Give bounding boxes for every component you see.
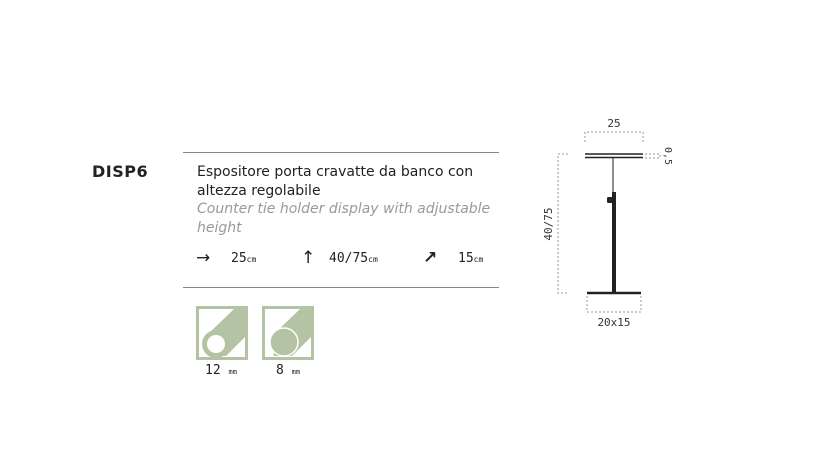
- title-italian: Espositore porta cravatte da banco con a…: [197, 164, 474, 199]
- arrow-right-icon: →: [196, 248, 211, 268]
- dimension-width: 25cm: [231, 251, 257, 266]
- tube-size-8: 8 mm: [276, 363, 301, 378]
- product-code: DISP6: [92, 162, 149, 181]
- hollow-tube-icon: [196, 306, 248, 360]
- arrow-up-icon: ↑: [301, 248, 316, 268]
- title-english: Counter tie holder display with adjustab…: [197, 201, 491, 236]
- drawing-thickness: 0,5: [662, 147, 673, 165]
- tube-size-12: 12 mm: [205, 363, 237, 378]
- solid-tube-icon: [262, 306, 314, 360]
- divider-bottom: [183, 287, 499, 288]
- dimension-height: 40/75cm: [329, 251, 378, 266]
- technical-drawing: 25 0,5 40/75 20x15: [542, 117, 673, 329]
- drawing-top-width: 25: [607, 117, 620, 130]
- arrow-diagonal-icon: ↗: [423, 248, 438, 268]
- drawing-height: 40/75: [542, 207, 555, 240]
- divider-top: [183, 152, 499, 153]
- drawing-base: 20x15: [597, 316, 630, 329]
- dimension-depth: 15cm: [458, 251, 484, 266]
